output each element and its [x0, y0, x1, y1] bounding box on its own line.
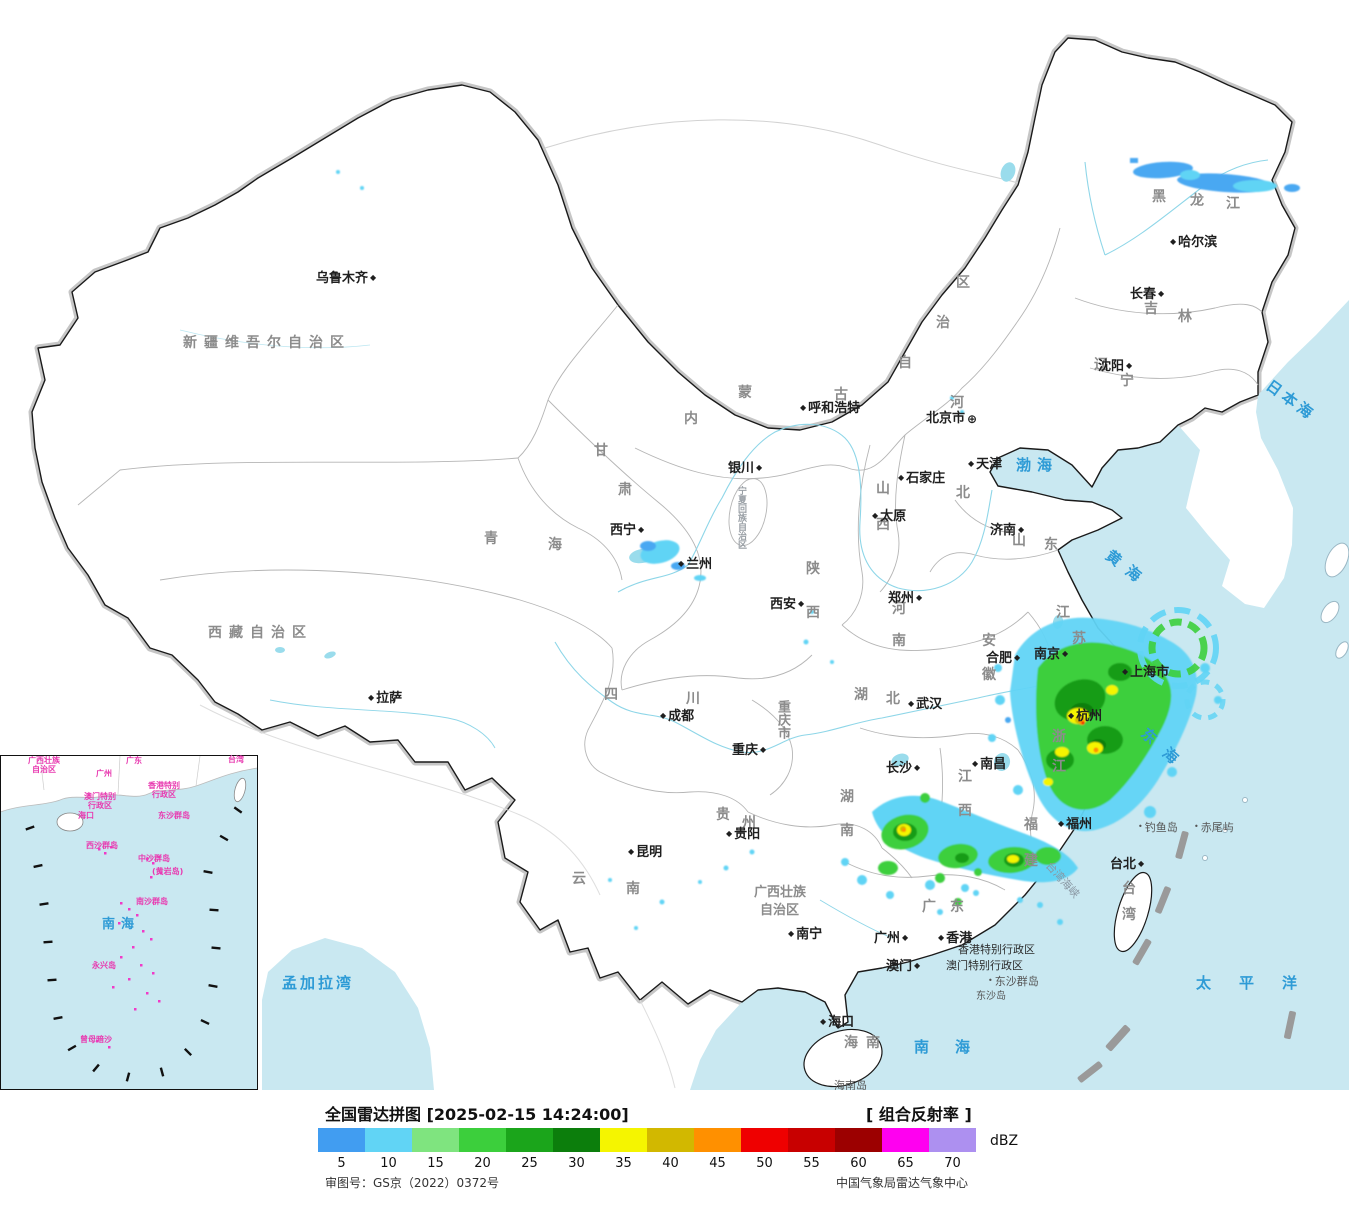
scale-color-5 — [318, 1128, 365, 1152]
legend-unit: dBZ — [990, 1133, 1019, 1149]
scale-value: 10 — [380, 1156, 397, 1171]
inset-island-specks — [96, 846, 163, 1049]
legend-colorbar — [318, 1128, 976, 1152]
scale-color-55 — [788, 1128, 835, 1152]
scale-value: 20 — [474, 1156, 491, 1171]
scale-value: 25 — [521, 1156, 538, 1171]
scale-value: 70 — [944, 1156, 961, 1171]
scale-color-15 — [412, 1128, 459, 1152]
inset-nine-dash — [25, 806, 243, 1082]
scale-color-45 — [694, 1128, 741, 1152]
scale-color-65 — [882, 1128, 929, 1152]
echo-lanzhou — [640, 540, 706, 581]
scale-value: 40 — [662, 1156, 679, 1171]
map-approval-number: 审图号：GS京（2022）0372号 — [325, 1176, 499, 1190]
scale-value: 50 — [756, 1156, 773, 1171]
taiwan-island — [1113, 871, 1153, 953]
foreign-borders — [199, 119, 1019, 1089]
inset-taiwan — [233, 777, 247, 803]
hainan-island — [803, 1028, 883, 1088]
scale-value: 55 — [803, 1156, 820, 1171]
legend: 全国雷达拼图 [2025-02-15 14:24:00] [ 组合反射率 ] d… — [0, 1090, 1349, 1208]
data-source: 中国气象局雷达气象中心 — [836, 1176, 969, 1190]
legend-scale-values: 5 10 15 20 25 30 35 40 45 50 55 60 65 70 — [318, 1156, 976, 1171]
legend-product: [ 组合反射率 ] — [866, 1105, 972, 1124]
china-territory — [31, 37, 1296, 1029]
scale-color-40 — [647, 1128, 694, 1152]
scale-color-50 — [741, 1128, 788, 1152]
scale-value: 30 — [568, 1156, 585, 1171]
province-borders — [77, 227, 1263, 891]
scale-color-10 — [365, 1128, 412, 1152]
inset-border — [0, 755, 258, 1090]
scale-color-35 — [600, 1128, 647, 1152]
map-area: 新疆维吾尔自治区 西藏自治区青海甘肃内蒙古自治区黑龙江吉林辽宁河北山西山东陕西河南… — [0, 34, 1349, 1091]
scale-color-70 — [929, 1128, 976, 1152]
inset-land — [0, 755, 258, 813]
scale-value: 65 — [897, 1156, 914, 1171]
legend-title: 全国雷达拼图 [2025-02-15 14:24:00] — [325, 1105, 629, 1124]
echo-zhejiang — [988, 617, 1222, 832]
scale-value: 5 — [337, 1156, 346, 1171]
china-radar-map-canvas — [0, 34, 1349, 1090]
scale-color-20 — [459, 1128, 506, 1152]
echo-northeast — [1130, 158, 1300, 193]
scale-color-30 — [553, 1128, 600, 1152]
echo-rings — [1137, 607, 1226, 721]
echo-scattered — [336, 170, 1063, 930]
echo-hunan-jiangxi — [841, 793, 1078, 915]
scale-color-25 — [506, 1128, 553, 1152]
inset-hainan — [56, 812, 84, 832]
scale-color-60 — [835, 1128, 882, 1152]
sea-east — [690, 300, 1349, 1090]
inset-map — [0, 755, 258, 1090]
scale-value: 45 — [709, 1156, 726, 1171]
scale-value: 60 — [850, 1156, 867, 1171]
japan-islands — [1202, 542, 1349, 861]
nine-dash-line — [1077, 831, 1296, 1083]
sea-bay-of-bengal — [262, 938, 434, 1090]
radar-echoes — [336, 158, 1300, 930]
scale-value: 35 — [615, 1156, 632, 1171]
scale-value: 15 — [427, 1156, 444, 1171]
